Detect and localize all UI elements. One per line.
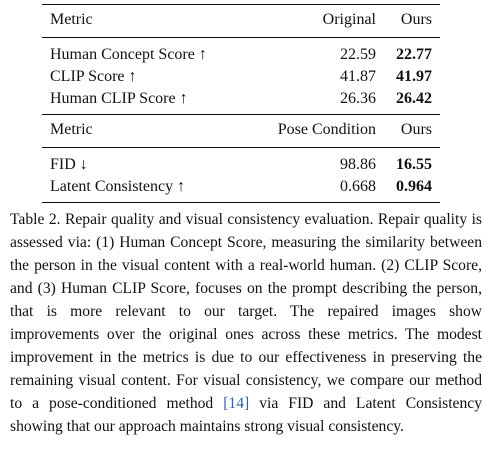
row-ours-value: 16.55 bbox=[384, 147, 440, 176]
row-ours-value: 26.42 bbox=[396, 90, 432, 107]
table-row: CLIP Score ↑ 41.87 41.97 bbox=[42, 66, 440, 88]
row-ours-value: 0.964 bbox=[384, 176, 440, 203]
table-row: Human CLIP Score ↑ 26.36 26.42 bbox=[42, 88, 440, 115]
results-table: Metric Original Ours Human Concept Score… bbox=[42, 4, 440, 203]
table-row: Latent Consistency ↑ 0.668 0.964 bbox=[42, 176, 440, 203]
row-metric: Latent Consistency ↑ bbox=[42, 176, 238, 203]
header-ours: Ours bbox=[384, 114, 440, 148]
row-pose-value: 0.668 bbox=[238, 176, 384, 203]
header-pose-condition: Pose Condition bbox=[238, 114, 384, 148]
row-metric: FID ↓ bbox=[42, 147, 238, 176]
caption-label: Table 2. bbox=[10, 211, 61, 228]
row-ours-value: 41.97 bbox=[396, 68, 432, 85]
header-metric: Metric bbox=[42, 114, 238, 148]
row-ours-value: 22.77 bbox=[384, 37, 440, 66]
table-row: Human Concept Score ↑ 22.59 22.77 bbox=[42, 37, 440, 66]
results-table-container: Metric Original Ours Human Concept Score… bbox=[42, 4, 440, 203]
caption-text: Repair quality and visual consistency ev… bbox=[10, 211, 482, 412]
table-row: FID ↓ 98.86 16.55 bbox=[42, 147, 440, 176]
table-header-row: Metric Pose Condition Ours bbox=[42, 114, 440, 148]
row-pose-value: 98.86 bbox=[238, 147, 384, 176]
header-ours: Ours bbox=[384, 4, 440, 38]
row-original-value: 22.59 bbox=[238, 37, 384, 66]
caption-text-end: via FID and Latent Consistency showing t… bbox=[10, 395, 482, 435]
table-caption: Table 2. Repair quality and visual consi… bbox=[10, 208, 482, 438]
row-original-value: 41.87 bbox=[340, 68, 376, 85]
row-metric: Human CLIP Score ↑ bbox=[50, 90, 188, 107]
citation-link[interactable]: [14] bbox=[223, 395, 250, 412]
table-header-row: Metric Original Ours bbox=[42, 4, 440, 38]
header-original: Original bbox=[238, 4, 384, 38]
row-metric: CLIP Score ↑ bbox=[50, 68, 137, 85]
row-original-value: 26.36 bbox=[340, 90, 376, 107]
row-metric: Human Concept Score ↑ bbox=[42, 37, 238, 66]
header-metric: Metric bbox=[42, 4, 238, 38]
